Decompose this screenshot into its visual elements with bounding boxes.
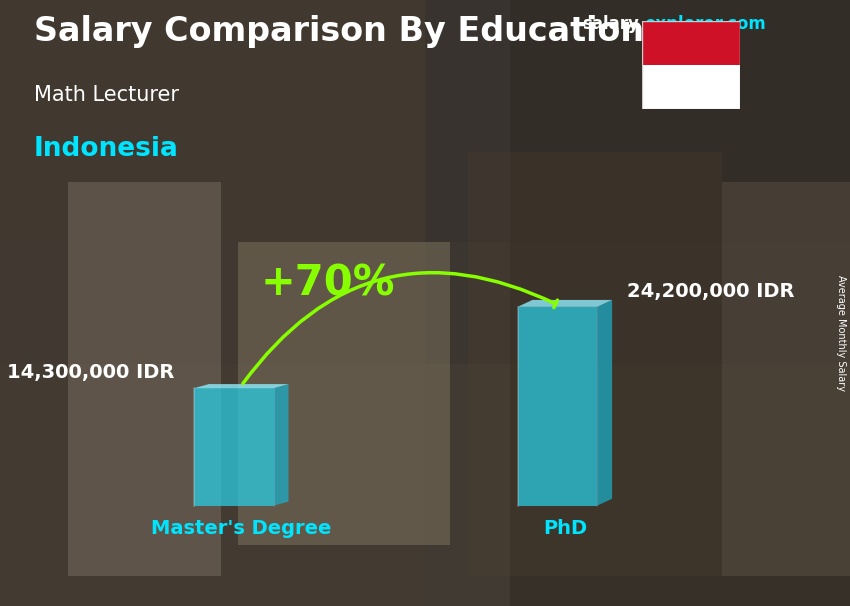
Bar	[68, 182, 221, 576]
Text: 24,200,000 IDR: 24,200,000 IDR	[627, 282, 795, 301]
Text: explorer.com: explorer.com	[644, 15, 766, 33]
Text: 14,300,000 IDR: 14,300,000 IDR	[7, 364, 174, 382]
Bar	[0, 0, 425, 606]
Bar	[642, 65, 740, 109]
Text: Master's Degree: Master's Degree	[151, 519, 332, 539]
Bar	[238, 242, 450, 545]
Bar	[194, 388, 274, 505]
Bar	[468, 152, 722, 576]
Bar	[0, 364, 850, 606]
Bar	[642, 21, 740, 65]
Text: PhD: PhD	[543, 519, 586, 539]
Bar	[0, 242, 850, 606]
Polygon shape	[194, 384, 288, 388]
Bar	[518, 307, 598, 505]
Text: Average Monthly Salary: Average Monthly Salary	[836, 275, 846, 391]
Text: Indonesia: Indonesia	[34, 136, 178, 162]
Polygon shape	[598, 300, 612, 505]
Text: Salary Comparison By Education: Salary Comparison By Education	[34, 15, 644, 48]
Text: Math Lecturer: Math Lecturer	[34, 85, 179, 105]
Bar	[510, 0, 850, 606]
Bar	[722, 182, 850, 576]
Text: salary: salary	[582, 15, 639, 33]
Polygon shape	[518, 300, 612, 307]
Text: +70%: +70%	[261, 262, 395, 304]
Polygon shape	[274, 384, 288, 505]
